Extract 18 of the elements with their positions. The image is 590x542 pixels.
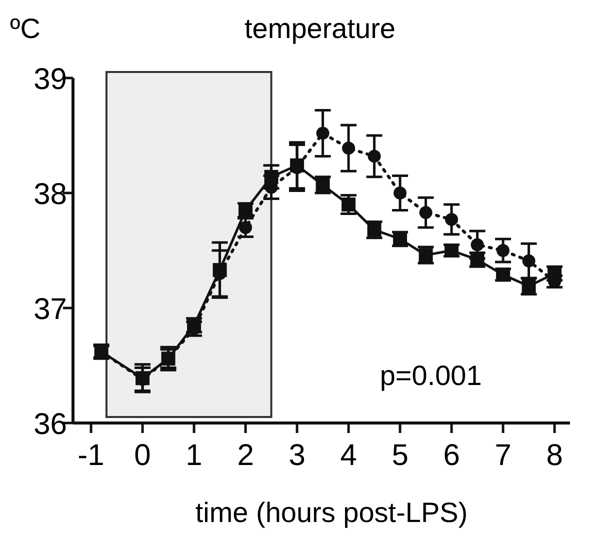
x-axis-title: time (hours post-LPS): [195, 497, 468, 528]
x-tick-label: 2: [237, 439, 254, 472]
x-tick-label: 8: [546, 439, 563, 472]
annotation: p=0.001: [380, 360, 482, 391]
x-tick-label: 4: [340, 439, 357, 472]
chart-title: temperature: [244, 13, 396, 44]
y-tick-label: 37: [34, 293, 67, 326]
y-tick-label: 36: [34, 408, 67, 441]
x-tick-label: -1: [78, 439, 104, 472]
y-tick-label: 38: [34, 178, 67, 211]
x-tick-label: 1: [186, 439, 202, 472]
y-tick-label: 39: [34, 63, 67, 96]
x-tick-label: 0: [134, 439, 151, 472]
x-tick-label: 7: [494, 439, 512, 472]
x-tick-label: 5: [392, 439, 408, 472]
x-tick-label: 6: [443, 439, 460, 472]
y-axis-title: ºC: [10, 13, 40, 44]
x-tick-label: 3: [288, 439, 306, 472]
